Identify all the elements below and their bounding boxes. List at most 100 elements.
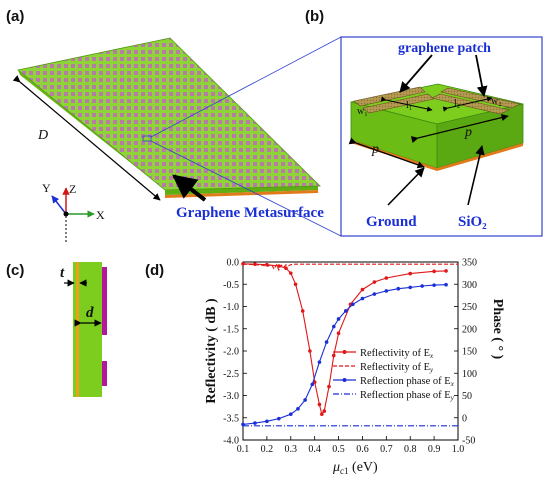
sio2-label: SiO₂ — [458, 214, 487, 230]
y-left-axis-title: Reflectivity ( dB ) — [204, 298, 219, 404]
panel-b: (b) graphene patch l₁ l₂ w₁ w₂ p p Groun… — [305, 8, 543, 237]
series-line-reflectivity-ey — [242, 263, 458, 272]
thickness-t-label: t — [60, 265, 65, 281]
x-tick-label: 0.4 — [308, 444, 321, 455]
ground-layer-edge — [165, 190, 318, 198]
point-reflectivity-ex — [293, 282, 298, 287]
legend-entry-ex: Reflectivity of Ex — [360, 348, 434, 360]
legend-text-phy: Reflection phase of E — [360, 390, 451, 401]
y-left-tick-group: 0.0 -0.5 -1.0 -1.5 -2.0 -2.5 -3.0 -3.5 -4.0 — [223, 258, 247, 447]
point-reflectivity-ex — [384, 276, 389, 280]
callout-label: Graphene Metasurface — [176, 205, 324, 221]
x-tick-label: 0.7 — [380, 444, 393, 455]
y-left-tick-label: -0.5 — [223, 280, 239, 291]
y-axis-arrow — [51, 195, 67, 215]
y-right-tick-group: 350 300 250 200 150 100 50 0 -50 — [454, 258, 477, 447]
legend-text-ex: Reflectivity of E — [360, 348, 430, 359]
series-layer — [241, 261, 458, 427]
chart-legend: Reflectivity of Ex Reflectivity of Ey Re… — [333, 348, 455, 402]
series-line-phase-ex — [242, 284, 447, 425]
panel-d: (d) 0.1 0.2 0.3 0.4 0.5 0.6 0.7 0.8 0.9 1.0 0.0 -0… — [145, 258, 505, 477]
y-right-tick-label: 50 — [462, 391, 472, 402]
zoom-line-top — [150, 36, 342, 138]
p-label-side: p — [371, 142, 379, 157]
panel-label-c: (c) — [6, 262, 24, 279]
panel-label-d: (d) — [145, 262, 164, 279]
l2-dimension — [442, 96, 493, 112]
y-axis-label: Y — [42, 181, 51, 195]
x-axis-label: X — [96, 208, 105, 222]
point-reflectivity-ex — [432, 269, 436, 274]
l1-label: l₁ — [406, 100, 412, 111]
ground-label: Ground — [366, 214, 417, 230]
legend-marker-ex — [342, 350, 347, 354]
axis-origin — [63, 211, 69, 217]
point-reflectivity-ex — [327, 384, 331, 389]
legend-sub-phx: x — [450, 380, 455, 388]
y-left-tick-label: -4.0 — [223, 436, 239, 447]
callout-arrow — [172, 174, 207, 202]
x-axis-title: μc1 (eV) — [332, 460, 378, 476]
dimension-d-arrow — [12, 75, 161, 201]
y-right-axis-title: Phase ( ° ) — [490, 299, 505, 360]
point-phase-ex — [253, 421, 257, 425]
y-left-tick-label: -3.0 — [223, 391, 239, 402]
cross-section-ground — [76, 262, 79, 397]
dimension-d-label: D — [37, 128, 48, 143]
point-phase-ex — [432, 283, 436, 287]
graphene-patch-label: graphene patch — [398, 41, 491, 56]
y-left-tick-label: -1.0 — [223, 302, 239, 313]
point-phase-ex — [296, 407, 300, 411]
point-phase-ex — [360, 296, 365, 301]
zoom-line-bottom — [150, 140, 342, 237]
metasurface-top — [17, 37, 321, 191]
point-phase-ex — [288, 412, 293, 416]
point-phase-ex — [277, 416, 281, 421]
legend-sub-phy: y — [450, 394, 455, 402]
patch-arrow-right — [475, 54, 488, 98]
point-phase-ex — [317, 360, 322, 364]
point-phase-ex — [444, 282, 448, 287]
point-reflectivity-ex — [336, 331, 341, 336]
legend-entry-ey: Reflectivity of Ey — [360, 362, 434, 374]
panel-label-b: (b) — [305, 8, 324, 25]
y-left-tick-label: 0.0 — [227, 258, 240, 269]
x-tick-label: 0.3 — [285, 444, 298, 455]
point-phase-ex — [336, 317, 341, 321]
y-right-tick-label: 350 — [462, 258, 477, 269]
x-axis-title-unit: (eV) — [349, 460, 378, 475]
point-reflectivity-ex — [372, 280, 377, 284]
y-left-tick-label: -3.5 — [223, 413, 239, 424]
x-tick-label: 1.0 — [452, 444, 465, 455]
y-left-tick-label: -2.5 — [223, 369, 239, 380]
x-axis-title-sub: c1 — [340, 466, 349, 476]
legend-entry-phx: Reflection phase of Ex — [360, 376, 455, 388]
x-tick-label: 0.1 — [237, 444, 250, 455]
point-reflectivity-ex — [408, 271, 413, 276]
x-tick-label: 0.8 — [404, 444, 417, 455]
point-reflectivity-ex — [444, 269, 448, 273]
point-phase-ex — [303, 398, 307, 402]
x-tick-label: 0.2 — [261, 444, 274, 455]
point-reflectivity-ex — [320, 412, 324, 416]
legend-text-ey: Reflectivity of E — [360, 362, 430, 373]
chart-plot-area — [242, 261, 459, 441]
y-right-tick-label: 0 — [462, 413, 467, 424]
point-phase-ex — [372, 292, 377, 296]
y-right-tick-label: 150 — [462, 347, 477, 358]
point-reflectivity-ex — [322, 409, 327, 413]
l2-label: l₂ — [454, 98, 460, 109]
cross-section-graphene-2 — [102, 361, 107, 386]
x-tick-label: 0.9 — [428, 444, 441, 455]
point-reflectivity-ex — [300, 309, 305, 313]
y-right-tick-label: -50 — [462, 436, 475, 447]
legend-sub-ey: y — [429, 366, 434, 374]
slab-front-face — [165, 185, 318, 195]
point-phase-ex — [396, 286, 401, 291]
point-phase-ex — [384, 289, 389, 293]
w2-label: w₂ — [491, 96, 502, 107]
patch-arrow-left — [399, 54, 433, 93]
w1-label: w₁ — [357, 106, 368, 117]
legend-sub-ex: x — [429, 352, 434, 360]
